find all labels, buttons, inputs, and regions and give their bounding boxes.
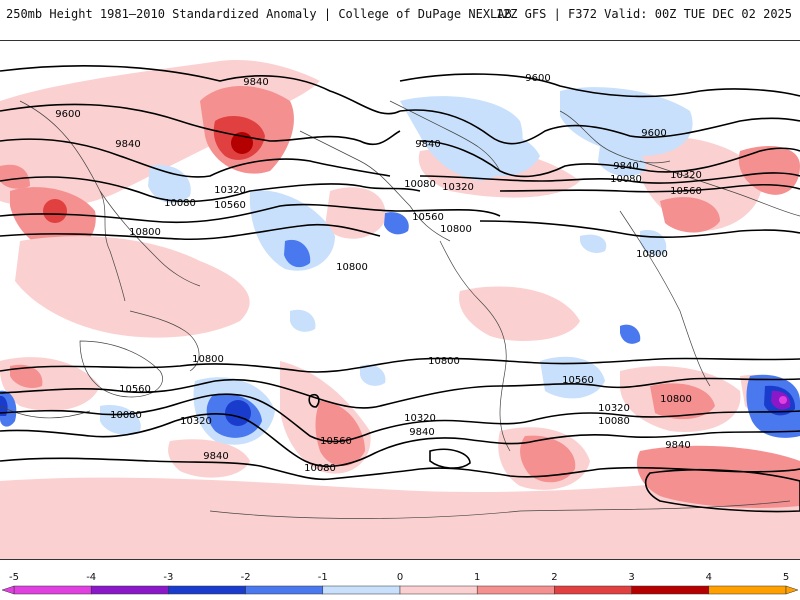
contour-label-10560: 10560 xyxy=(412,212,444,223)
contour-label-10560: 10560 xyxy=(320,436,352,447)
contour-label-10800: 10800 xyxy=(636,249,668,260)
contour-label-9840: 9840 xyxy=(115,139,140,150)
colorbar-tick-label: 2 xyxy=(551,572,558,583)
contour-label-9840: 9840 xyxy=(415,139,440,150)
negative-anomaly-layer xyxy=(0,87,800,445)
contour-label-9600: 9600 xyxy=(641,128,666,139)
height-contours-layer xyxy=(0,65,800,513)
colorbar-max-arrow xyxy=(785,585,799,595)
contour-label-9840: 9840 xyxy=(409,427,434,438)
contour-label-10800: 10800 xyxy=(129,227,161,238)
contour-label-10560: 10560 xyxy=(119,384,151,395)
colorbar-segment xyxy=(476,585,555,595)
contour-label-10560: 10560 xyxy=(670,186,702,197)
colorbar-segment xyxy=(90,585,169,595)
colorbar-tick-label: 1 xyxy=(474,572,481,583)
contour-label-10320: 10320 xyxy=(214,185,246,196)
map-panel[interactable]: 9840 9600 9840 10320 10080 10560 10800 1… xyxy=(0,40,800,560)
contour-label-10800: 10800 xyxy=(660,394,692,405)
contour-label-10800: 10800 xyxy=(428,356,460,367)
colorbar-tick-label: -4 xyxy=(86,572,97,583)
colorbar-tick-label: -5 xyxy=(9,572,19,583)
colorbar-legend: -5 -4 -3 -2 -1 0 1 2 3 4 5 xyxy=(0,572,800,600)
colorbar-scale xyxy=(1,585,799,595)
colorbar-tick-label: 0 xyxy=(396,572,404,583)
model-run-info: 12Z GFS | F372 Valid: 00Z TUE DEC 02 202… xyxy=(495,7,792,21)
contour-label-10080: 10080 xyxy=(598,416,630,427)
colorbar-segment xyxy=(322,585,401,595)
map-title: 250mb Height 1981–2010 Standardized Anom… xyxy=(6,7,512,21)
colorbar-segment xyxy=(168,585,246,595)
contour-label-10320: 10320 xyxy=(180,416,212,427)
coastlines-layer xyxy=(0,100,800,519)
contour-label-9840: 9840 xyxy=(665,440,690,451)
header: 250mb Height 1981–2010 Standardized Anom… xyxy=(0,0,800,30)
contour-label-10080: 10080 xyxy=(110,410,142,421)
colorbar-min-arrow xyxy=(1,585,15,595)
colorbar-segment xyxy=(13,585,92,595)
colorbar-tick-label: 5 xyxy=(782,572,790,583)
colorbar-segment xyxy=(399,585,478,595)
colorbar-tick-label: 3 xyxy=(628,572,635,583)
contour-label-10080: 10080 xyxy=(404,179,436,190)
contour-label-10320: 10320 xyxy=(404,413,436,424)
colorbar-segment xyxy=(245,585,324,595)
contour-label-10080: 10080 xyxy=(304,463,336,474)
colorbar-tick-label: -3 xyxy=(163,572,174,583)
map-canvas[interactable]: 9840 9600 9840 10320 10080 10560 10800 1… xyxy=(0,41,800,559)
contour-label-10800: 10800 xyxy=(336,262,368,273)
contour-label-10560: 10560 xyxy=(562,375,594,386)
contour-label-9840: 9840 xyxy=(613,161,638,172)
colorbar-segment xyxy=(554,585,632,595)
contour-label-10320: 10320 xyxy=(442,182,474,193)
contour-label-10080: 10080 xyxy=(610,174,642,185)
contour-label-10560: 10560 xyxy=(214,200,246,211)
colorbar-segment xyxy=(631,585,710,595)
contour-label-10800: 10800 xyxy=(440,224,472,235)
contour-label-9840: 9840 xyxy=(203,451,228,462)
colorbar-tick-label: -1 xyxy=(317,572,328,583)
colorbar-tick-label: -2 xyxy=(240,572,251,583)
contour-label-10320: 10320 xyxy=(670,170,702,181)
contour-label-10080: 10080 xyxy=(164,198,196,209)
contour-label-10320: 10320 xyxy=(598,403,630,414)
contour-label-9840: 9840 xyxy=(243,77,268,88)
contour-label-9600: 9600 xyxy=(55,109,80,120)
contour-label-9600: 9600 xyxy=(525,73,550,84)
contour-label-10800: 10800 xyxy=(192,354,224,365)
colorbar-segment xyxy=(708,585,787,595)
contour-labels: 9840 9600 9840 10320 10080 10560 10800 1… xyxy=(55,73,702,474)
colorbar-tick-label: 4 xyxy=(705,572,712,583)
